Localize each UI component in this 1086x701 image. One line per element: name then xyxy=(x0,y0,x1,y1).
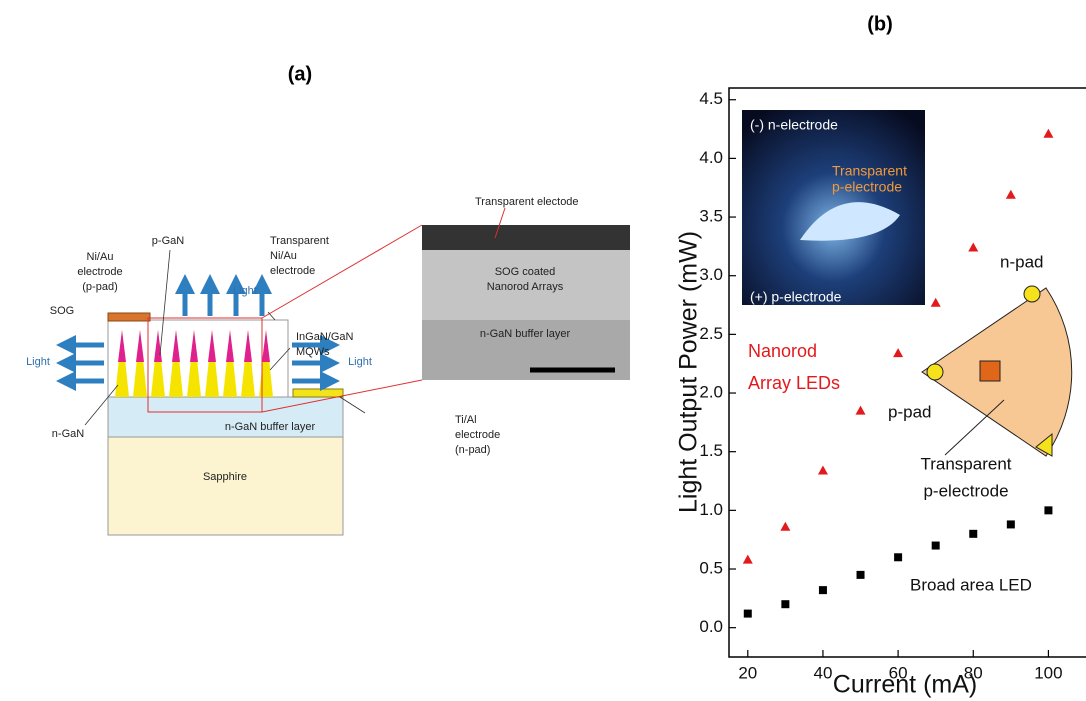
y-tick-label: 0.5 xyxy=(699,558,723,577)
x-tick-label: 60 xyxy=(889,663,908,682)
label: SOG coated xyxy=(495,266,556,278)
photo-label: p-electrode xyxy=(832,179,902,195)
square-marker xyxy=(856,570,865,579)
triangle-marker xyxy=(817,465,828,475)
inset-label: p-pad xyxy=(888,402,931,421)
label: (p-pad) xyxy=(82,281,117,293)
y-tick-label: 1.5 xyxy=(699,441,723,460)
inset-n-pad xyxy=(1023,285,1041,303)
label: Nanorod Arrays xyxy=(487,281,564,293)
label: n-GaN xyxy=(52,428,84,440)
triangle-marker xyxy=(1005,189,1016,199)
zoom-line xyxy=(261,224,423,319)
panel-label: (b) xyxy=(867,13,893,35)
triangle-marker xyxy=(893,348,904,358)
square-marker xyxy=(818,586,827,595)
square-marker xyxy=(969,529,978,538)
leader-line xyxy=(494,207,506,239)
y-tick-label: 2.5 xyxy=(699,324,723,343)
p-pad xyxy=(107,312,151,322)
y-tick-label: 4.0 xyxy=(699,148,723,167)
y-tick-label: 3.0 xyxy=(699,265,723,284)
y-tick-label: 1.0 xyxy=(699,500,723,519)
inset-label: Transparent xyxy=(920,454,1011,473)
x-tick-label: 80 xyxy=(964,663,983,682)
label: MQWs xyxy=(296,346,330,358)
photo-label: (+) p-electrode xyxy=(750,289,842,305)
triangle-marker xyxy=(930,297,941,307)
panel-b: (b) (-) n-electrode Transparent p-electr… xyxy=(675,13,1086,699)
triangle-marker xyxy=(1043,128,1054,138)
inset-label: p-electrode xyxy=(923,481,1008,500)
label: SOG xyxy=(50,305,74,317)
y-tick-label: 2.0 xyxy=(699,383,723,402)
x-tick-label: 100 xyxy=(1034,663,1062,682)
square-marker xyxy=(1044,506,1053,515)
panel-a: (a) Ni/Au electrode (p-pad) p-GaN Transp… xyxy=(26,63,630,536)
label: n-GaN buffer layer xyxy=(225,421,316,433)
y-tick-label: 0.0 xyxy=(699,617,723,636)
label: InGaN/GaN xyxy=(296,331,354,343)
square-marker xyxy=(781,600,790,609)
photo-label: Transparent xyxy=(832,163,907,179)
square-marker xyxy=(743,609,752,618)
triangle-marker xyxy=(855,405,866,415)
panel-label: (a) xyxy=(288,63,312,85)
inset-photo xyxy=(742,110,925,305)
leader-line xyxy=(944,399,1005,456)
axis-frame xyxy=(728,87,1086,658)
annotation: Nanorod xyxy=(748,341,817,361)
n-pad xyxy=(292,388,344,398)
label: p-GaN xyxy=(152,235,184,247)
label: (n-pad) xyxy=(455,444,490,456)
square-marker xyxy=(1006,520,1015,529)
label: Sapphire xyxy=(203,471,247,483)
label: electrode xyxy=(77,266,122,278)
x-tick-label: 20 xyxy=(738,663,757,682)
annotation: Broad area LED xyxy=(910,575,1032,594)
label: Transparent xyxy=(270,235,329,247)
annotation: Array LEDs xyxy=(748,373,840,393)
zoom-box xyxy=(147,317,263,413)
label: Light xyxy=(26,356,50,368)
inset-corner xyxy=(1035,432,1053,457)
label: Ti/Al xyxy=(455,414,477,426)
y-tick-label: 3.5 xyxy=(699,207,723,226)
x-axis-title: Current (mA) xyxy=(833,671,977,699)
label: electrode xyxy=(455,429,500,441)
photo-label: (-) n-electrode xyxy=(750,117,838,133)
triangle-marker xyxy=(968,242,979,252)
label: Light xyxy=(233,285,257,297)
y-axis-title: Light Output Power (mW) xyxy=(675,231,703,513)
light-arrows xyxy=(56,274,340,391)
label: n-GaN buffer layer xyxy=(480,328,571,340)
x-tick-label: 40 xyxy=(813,663,832,682)
square-marker xyxy=(894,553,903,562)
led-chip xyxy=(800,202,900,241)
y-tick-label: 4.5 xyxy=(699,89,723,108)
triangle-marker xyxy=(780,521,791,531)
leader-lines xyxy=(84,249,366,426)
square-marker xyxy=(931,541,940,550)
label: Transparent electode xyxy=(475,196,579,208)
label: electrode xyxy=(270,265,315,277)
label: Light xyxy=(348,356,372,368)
sapphire-layer xyxy=(107,436,344,536)
zoom-line xyxy=(261,379,423,413)
inset-p-contact xyxy=(926,363,944,381)
triangle-marker xyxy=(742,554,753,564)
inset-label: n-pad xyxy=(1000,252,1043,271)
label: Ni/Au xyxy=(270,250,297,262)
inset-p-pad xyxy=(979,360,1001,382)
label: Ni/Au xyxy=(87,251,114,263)
nanorods xyxy=(115,330,273,397)
sem-electrode xyxy=(422,225,630,250)
